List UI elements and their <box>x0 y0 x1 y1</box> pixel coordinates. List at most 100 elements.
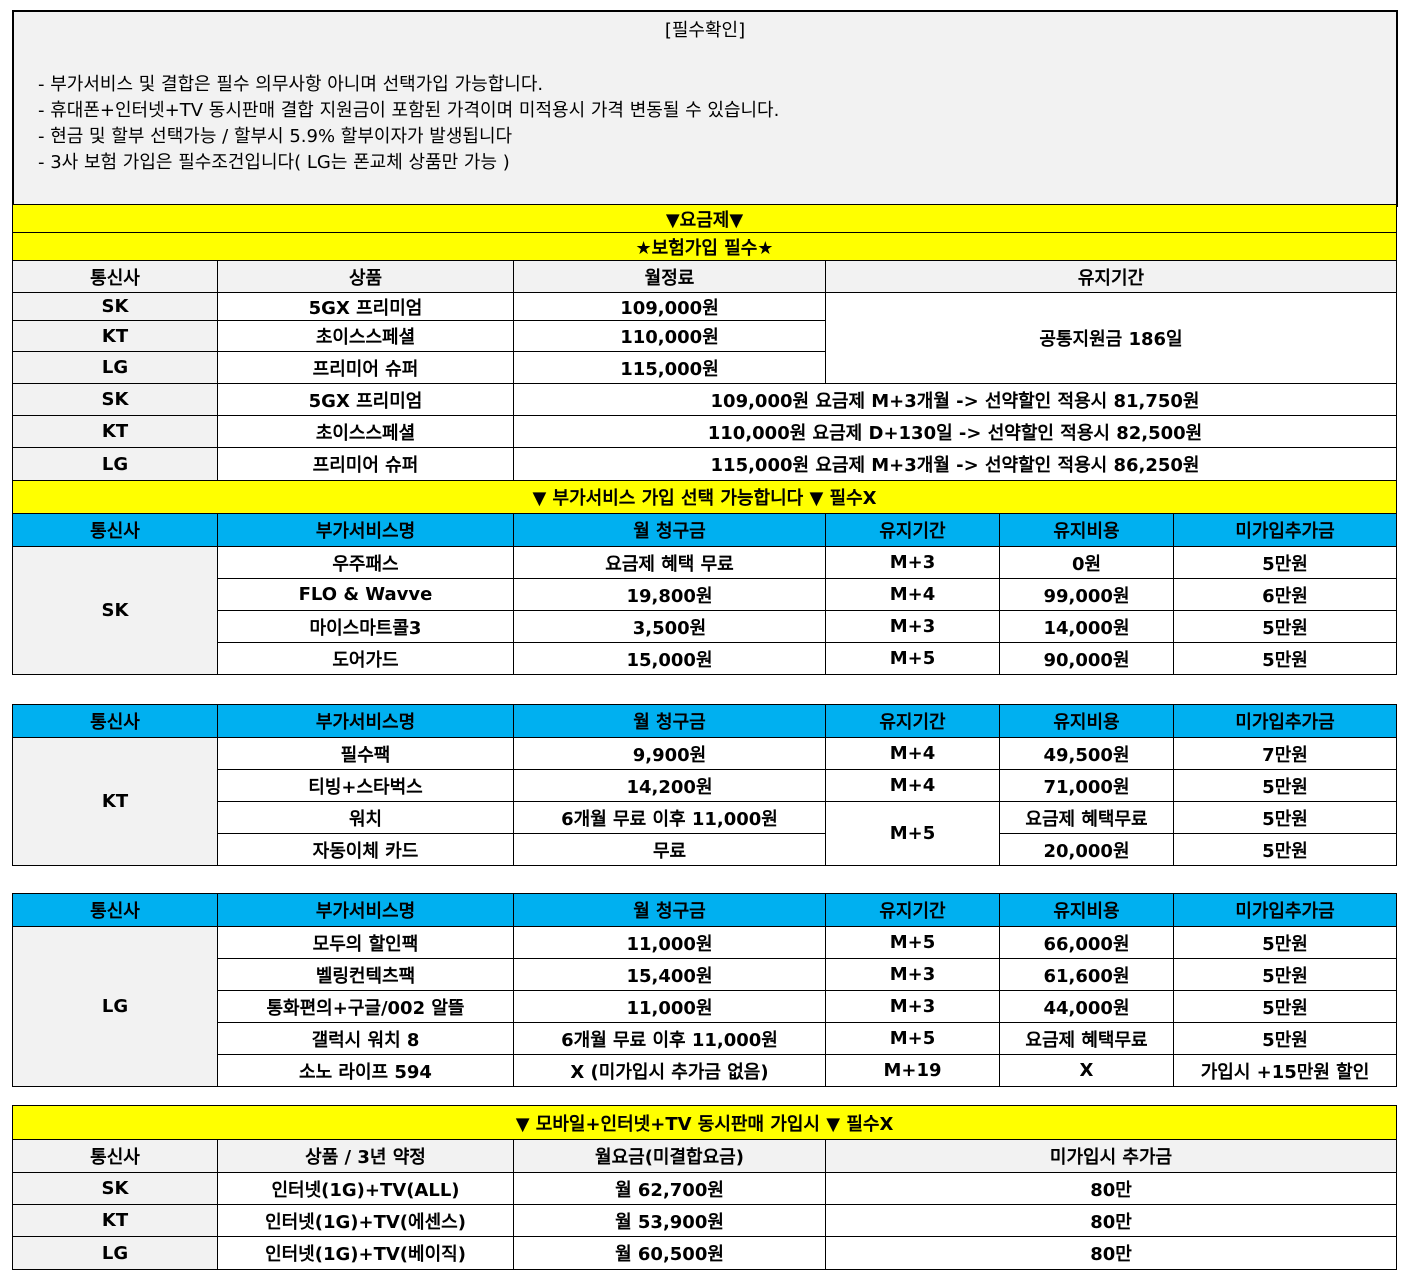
penalty-cell: 5만원 <box>1173 958 1397 991</box>
service-name-cell: 소노 라이프 594 <box>217 1054 514 1087</box>
service-name-cell: 도어가드 <box>217 642 514 675</box>
table-row: LG 인터넷(1G)+TV(베이직) 월 60,500원 80만 <box>12 1236 1398 1270</box>
period-cell: M+3 <box>825 610 1000 643</box>
header-cell: 통신사 <box>12 513 218 547</box>
header-row: 통신사 상품 월정료 유지기간 <box>12 260 1397 293</box>
sk-addon-table: 통신사 부가서비스명 월 청구금 유지기간 유지비용 미가입추가금 SK 우주패스 요금제 혜택… <box>12 513 1397 675</box>
service-name-cell: 벨링컨텍츠팩 <box>217 958 514 991</box>
penalty-cell: 80만 <box>824 1172 1398 1205</box>
header-cell: 유지비용 <box>999 513 1174 547</box>
addon-banner: ▼ 부가서비스 가입 선택 가능합니다 ▼ 필수X <box>12 480 1397 514</box>
plan-banner: ▼요금제▼ <box>12 204 1397 233</box>
table-row: 마이스마트콜3 3,500원 M+3 14,000원 5만원 <box>13 610 1397 643</box>
carrier-cell: SK <box>12 383 218 416</box>
header-cell: 유지기간 <box>825 893 1000 927</box>
header-cell: 유지비용 <box>999 893 1174 927</box>
table-row: 갤럭시 워치 8 6개월 무료 이후 11,000원 M+5 요금제 혜택무료 5만원 <box>13 1022 1397 1055</box>
table-row: FLO & Wavve 19,800원 M+4 99,000원 6만원 <box>13 578 1397 611</box>
header-cell: 유지기간 <box>825 704 1000 738</box>
service-name-cell: 필수팩 <box>217 737 514 770</box>
monthly-charge-cell: 무료 <box>513 833 826 866</box>
table-row: SK 인터넷(1G)+TV(ALL) 월 62,700원 80만 <box>12 1172 1398 1205</box>
monthly-charge-cell: 11,000원 <box>513 926 826 959</box>
penalty-cell: 5만원 <box>1173 642 1397 675</box>
service-name-cell: 워치 <box>217 801 514 834</box>
header-cell: 미가입시 추가금 <box>824 1139 1398 1173</box>
monthly-charge-cell: 14,200원 <box>513 769 826 802</box>
carrier-cell: KT <box>12 415 218 448</box>
penalty-cell: 가입시 +15만원 할인 <box>1173 1054 1397 1087</box>
service-name-cell: 갤럭시 워치 8 <box>217 1022 514 1055</box>
carrier-cell: LG <box>12 926 218 1087</box>
header-cell: 월 청구금 <box>513 893 826 927</box>
penalty-cell: 5만원 <box>1173 926 1397 959</box>
monthly-charge-cell: 11,000원 <box>513 990 826 1023</box>
header-cell: 미가입추가금 <box>1173 513 1397 547</box>
monthly-charge-cell: 6개월 무료 이후 11,000원 <box>513 1022 826 1055</box>
fee-cell: 월 60,500원 <box>513 1236 826 1270</box>
product-cell: 초이스스페셜 <box>217 320 514 352</box>
period-cell: M+4 <box>825 578 1000 611</box>
table-row: KT 초이스스페셜 110,000원 요금제 D+130일 -> 선약할인 적용시 … <box>12 415 1397 448</box>
notice-box: [필수확인] - 부가서비스 및 결합은 필수 의무사항 아니며 선택가입 가능… <box>12 10 1398 207</box>
header-cell: 유지기간 <box>825 260 1397 293</box>
discount-cell: 110,000원 요금제 D+130일 -> 선약할인 적용시 82,500원 <box>513 415 1397 448</box>
maintenance-cost-cell: 14,000원 <box>999 610 1174 643</box>
fee-cell: 109,000원 <box>513 292 826 321</box>
product-cell: 프리미어 슈퍼 <box>217 351 514 384</box>
bundle-banner: ▼ 모바일+인터넷+TV 동시판매 가입시 ▼ 필수X <box>11 1105 1398 1140</box>
period-cell: M+5 <box>825 1022 1000 1055</box>
maintenance-cost-cell: 요금제 혜택무료 <box>999 801 1174 834</box>
monthly-charge-cell: 9,900원 <box>513 737 826 770</box>
kt-addon-table: 통신사 부가서비스명 월 청구금 유지기간 유지비용 미가입추가금 KT 필수팩 9,900원 M… <box>12 704 1397 866</box>
period-cell: M+3 <box>825 546 1000 579</box>
maintenance-cost-cell: 요금제 혜택무료 <box>999 1022 1174 1055</box>
service-name-cell: 통화편의+구글/002 알뜰 <box>217 990 514 1023</box>
header-cell: 미가입추가금 <box>1173 704 1397 738</box>
maintenance-cost-cell: 66,000원 <box>999 926 1174 959</box>
carrier-cell: LG <box>12 447 218 481</box>
header-cell: 월 청구금 <box>513 704 826 738</box>
carrier-cell: KT <box>12 320 218 352</box>
penalty-cell: 7만원 <box>1173 737 1397 770</box>
header-row: 통신사 부가서비스명 월 청구금 유지기간 유지비용 미가입추가금 <box>12 893 1397 927</box>
table-row: 통화편의+구글/002 알뜰 11,000원 M+3 44,000원 5만원 <box>13 990 1397 1023</box>
product-cell: 5GX 프리미엄 <box>217 383 514 416</box>
notice-line: - 현금 및 할부 선택가능 / 할부시 5.9% 할부이자가 발생됩니다 <box>38 126 513 147</box>
monthly-charge-cell: 15,400원 <box>513 958 826 991</box>
penalty-cell: 5만원 <box>1173 833 1397 866</box>
product-cell: 인터넷(1G)+TV(ALL) <box>217 1172 514 1205</box>
service-name-cell: 자동이체 카드 <box>217 833 514 866</box>
penalty-cell: 5만원 <box>1173 546 1397 579</box>
table-row: 벨링컨텍츠팩 15,400원 M+3 61,600원 5만원 <box>13 958 1397 991</box>
bundle-table: ▼ 모바일+인터넷+TV 동시판매 가입시 ▼ 필수X 통신사 상품 / 3년 약… <box>11 1105 1398 1270</box>
lg-addon-table: 통신사 부가서비스명 월 청구금 유지기간 유지비용 미가입추가금 LG 모두의 할인팩 11,… <box>12 893 1397 1087</box>
common-support-cell: 공통지원금 186일 <box>825 292 1397 384</box>
service-name-cell: FLO & Wavve <box>217 578 514 611</box>
penalty-cell: 5만원 <box>1173 610 1397 643</box>
table-row: 자동이체 카드 무료 20,000원 5만원 <box>13 833 1397 866</box>
maintenance-cost-cell: 99,000원 <box>999 578 1174 611</box>
fee-cell: 월 62,700원 <box>513 1172 826 1205</box>
table-row: SK 우주패스 요금제 혜택 무료 M+3 0원 5만원 <box>12 546 1397 675</box>
maintenance-cost-cell: 90,000원 <box>999 642 1174 675</box>
product-cell: 5GX 프리미엄 <box>217 292 514 321</box>
monthly-charge-cell: 15,000원 <box>513 642 826 675</box>
carrier-cell: SK <box>12 546 218 675</box>
maintenance-cost-cell: 0원 <box>999 546 1174 579</box>
carrier-cell: LG <box>12 1236 218 1270</box>
header-cell: 유지기간 <box>825 513 1000 547</box>
product-cell: 초이스스페셜 <box>217 415 514 448</box>
discount-cell: 109,000원 요금제 M+3개월 -> 선약할인 적용시 81,750원 <box>513 383 1397 416</box>
period-cell: M+4 <box>825 769 1000 802</box>
monthly-charge-cell: 19,800원 <box>513 578 826 611</box>
monthly-charge-cell: 요금제 혜택 무료 <box>513 546 826 579</box>
discount-cell: 115,000원 요금제 M+3개월 -> 선약할인 적용시 86,250원 <box>513 447 1397 481</box>
header-cell: 부가서비스명 <box>217 513 514 547</box>
maintenance-cost-cell: X <box>999 1054 1174 1087</box>
header-cell: 통신사 <box>12 1139 218 1173</box>
notice-line: - 부가서비스 및 결합은 필수 의무사항 아니며 선택가입 가능합니다. <box>38 74 544 95</box>
monthly-charge-cell: X (미가입시 추가금 없음) <box>513 1054 826 1087</box>
service-name-cell: 우주패스 <box>217 546 514 579</box>
penalty-cell: 80만 <box>824 1204 1398 1237</box>
